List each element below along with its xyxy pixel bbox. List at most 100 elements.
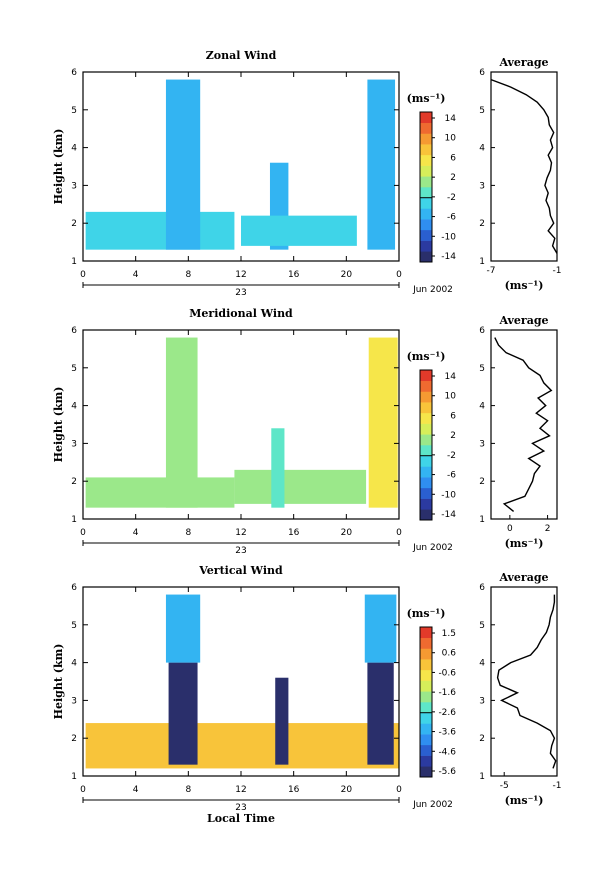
x-tick-label: 4 [133,270,139,280]
colorbar-cell [420,380,432,392]
colorbar-cell [420,133,432,145]
x-tick-label: 0 [396,528,402,538]
profile-frame [490,329,558,520]
profile-x-tick-label: -7 [487,266,496,276]
profile-y-tick-label: 6 [479,68,485,78]
colorbar-cell [420,165,432,177]
x-tick-label: 0 [80,785,86,795]
data-block [271,428,285,508]
colorbar-label: 14 [445,114,457,124]
colorbar-label: -6 [447,471,456,481]
colorbar-cell [420,434,432,446]
y-tick-label: 2 [71,477,77,487]
data-block [168,662,198,765]
y-tick-label: 2 [71,219,77,229]
colorbar-label: 10 [445,392,457,402]
colorbar-cell [420,637,432,649]
y-tick-label: 3 [71,696,77,706]
profile-x-tick-label: -1 [553,266,562,276]
y-tick-label: 2 [71,734,77,744]
y-tick-label: 3 [71,181,77,191]
colorbar-cell [420,229,432,241]
profile-y-tick-label: 5 [479,364,485,374]
colorbar-cell [420,423,432,435]
date-label: 23 [235,803,246,813]
panel-title: Meridional Wind [189,307,293,320]
colorbar-unit: (ms⁻¹) [407,607,446,620]
x-tick-label: 8 [185,270,191,280]
data-block [165,337,198,508]
profile-y-tick-label: 1 [479,257,485,267]
y-tick-label: 4 [71,659,77,669]
y-axis-label: Height (km) [52,129,65,205]
profile-y-tick-label: 6 [479,583,485,593]
colorbar-cell [420,370,432,382]
panel-title: Zonal Wind [206,49,277,62]
colorbar-cell [420,144,432,156]
y-tick-label: 1 [71,257,77,267]
profile-y-tick-label: 5 [479,621,485,631]
y-tick-label: 4 [71,402,77,412]
profile-unit: (ms⁻¹) [505,279,544,292]
month-label: Jun 2002 [412,800,453,810]
colorbar-cell [420,466,432,478]
profile-y-tick-label: 2 [479,477,485,487]
y-tick-label: 5 [71,621,77,631]
profile-y-tick-label: 4 [479,659,485,669]
colorbar-unit: (ms⁻¹) [407,92,446,105]
colorbar-cell [420,391,432,403]
x-tick-label: 16 [288,528,300,538]
x-tick-label: 20 [341,270,353,280]
x-tick-label: 0 [396,270,402,280]
colorbar-cell [420,627,432,639]
y-tick-label: 5 [71,364,77,374]
profile-y-tick-label: 5 [479,106,485,116]
profile-line [490,78,558,254]
data-block [85,211,235,250]
colorbar-label: -2.6 [438,708,456,718]
colorbar-label: 0.6 [442,649,457,659]
date-label: 23 [235,288,246,298]
x-tick-label: 0 [396,785,402,795]
colorbar-cell [420,691,432,703]
x-tick-label: 0 [80,270,86,280]
colorbar-cell [420,487,432,499]
colorbar-cell [420,445,432,457]
x-tick-label: 16 [288,270,300,280]
colorbar-cell [420,112,432,124]
profile-y-tick-label: 3 [479,696,485,706]
colorbar-cell [420,455,432,467]
data-block [367,662,394,765]
panel-title: Vertical Wind [198,564,283,577]
x-tick-label: 4 [133,528,139,538]
y-axis-label: Height (km) [52,644,65,720]
x-tick-label: 20 [341,785,353,795]
y-tick-label: 6 [71,326,77,336]
data-block [165,79,201,250]
colorbar-cell [420,197,432,209]
y-tick-label: 6 [71,68,77,78]
colorbar-cell [420,702,432,714]
x-tick-label: 12 [235,528,246,538]
date-label: 23 [235,546,246,556]
colorbar-label: -6 [447,213,456,223]
colorbar-cell [420,208,432,220]
colorbar-cell [420,477,432,489]
colorbar-cell [420,176,432,188]
colorbar-cell [420,648,432,660]
x-tick-label: 20 [341,528,353,538]
profile-y-tick-label: 3 [479,439,485,449]
profile-x-tick-label: -1 [553,781,562,791]
data-block [367,79,396,250]
y-tick-label: 4 [71,144,77,154]
colorbar-label: -14 [441,252,456,262]
profile-y-tick-label: 6 [479,326,485,336]
y-tick-label: 5 [71,106,77,116]
profile-unit: (ms⁻¹) [505,794,544,807]
colorbar-cell [420,723,432,735]
colorbar-unit: (ms⁻¹) [407,350,446,363]
colorbar-label: -5.6 [438,767,456,777]
